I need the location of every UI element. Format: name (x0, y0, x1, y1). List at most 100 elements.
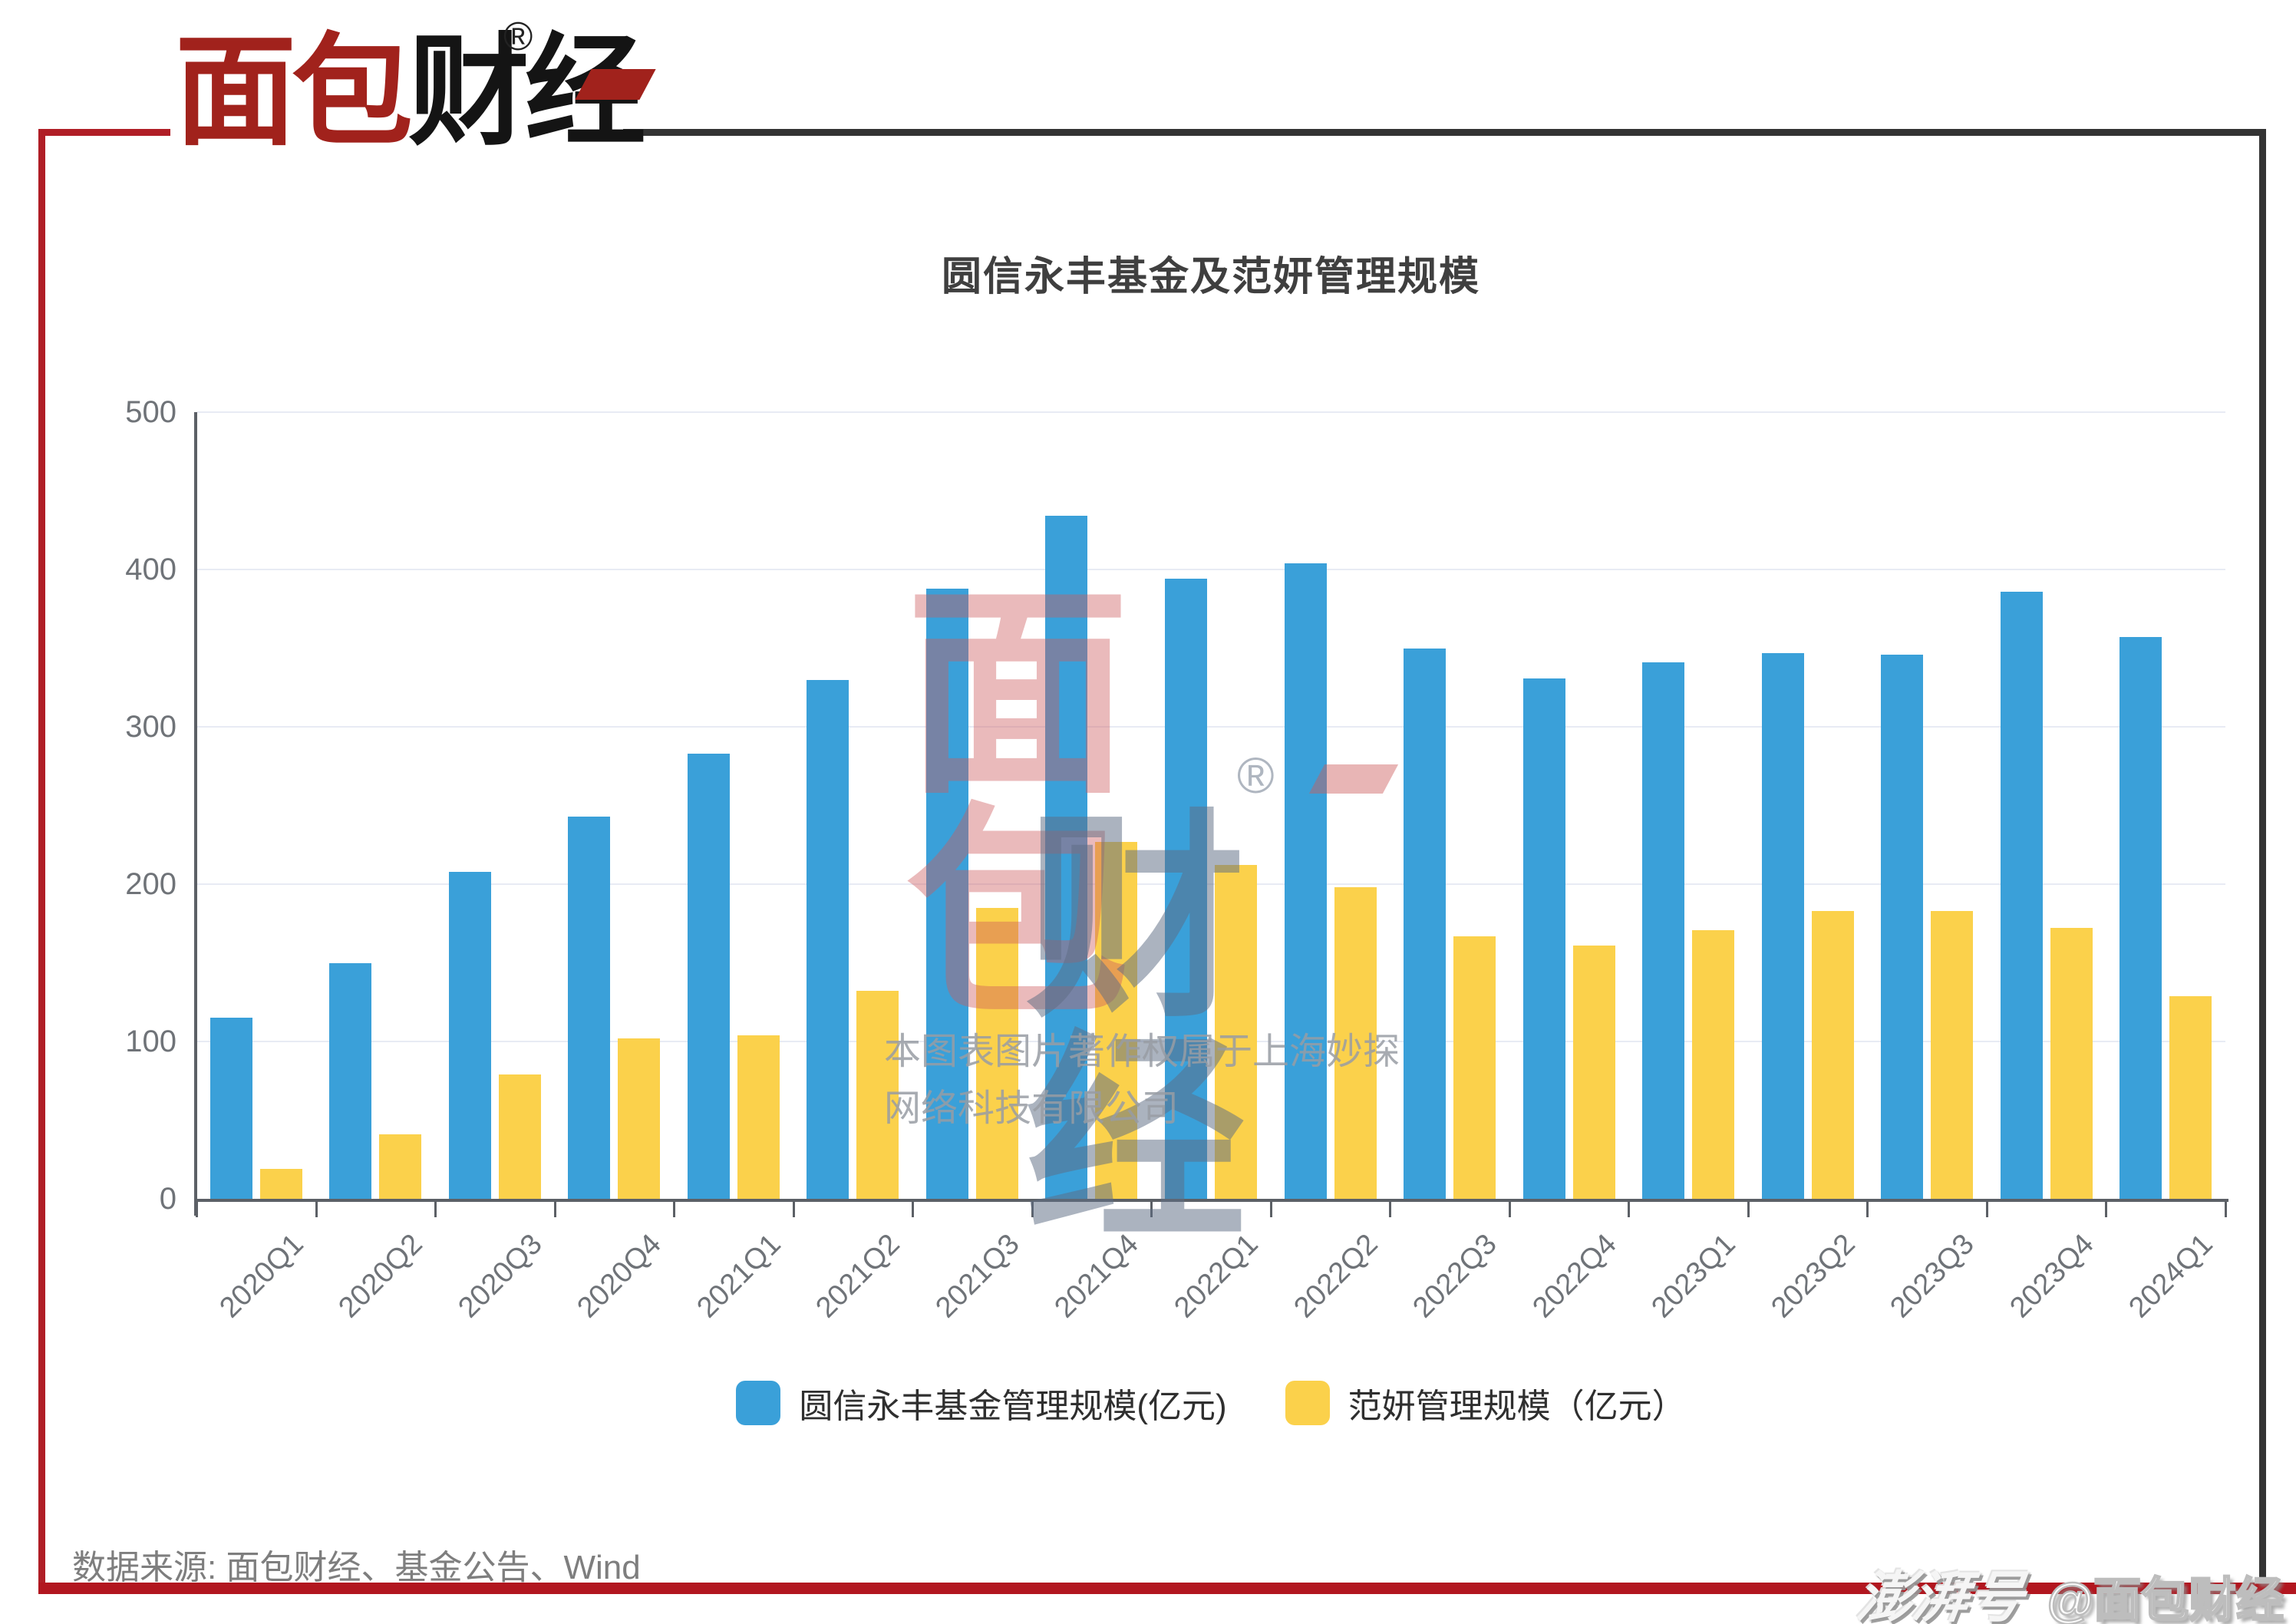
bar-yellow-2023Q3 (1931, 910, 1974, 1199)
frame-line-top-left-red (38, 129, 170, 136)
legend-label-fanyan: 范妍管理规模（亿元） (1348, 1388, 1686, 1425)
bar-blue-2024Q1 (2120, 637, 2162, 1199)
bar-group-2021Q1 (674, 412, 793, 1199)
bar-blue-2022Q3 (1404, 648, 1447, 1199)
x-axis-tick (1508, 1202, 1511, 1217)
registered-trademark-icon: ® (503, 15, 533, 59)
bar-blue-2022Q4 (1522, 678, 1565, 1199)
source-note: 数据来源: 面包财经、基金公告、Wind (72, 1549, 641, 1586)
legend: 圆信永丰基金管理规模(亿元) 范妍管理规模（亿元） (196, 1378, 2225, 1428)
bar-group-2023Q1 (1628, 412, 1748, 1199)
bar-yellow-2022Q4 (1572, 946, 1615, 1199)
x-axis-tick (1389, 1202, 1392, 1217)
bar-yellow-2020Q3 (498, 1074, 541, 1199)
y-axis-label: 0 (159, 1182, 176, 1216)
bar-blue-2021Q1 (687, 753, 730, 1199)
legend-swatch-fund-blue (736, 1381, 781, 1425)
y-axis-label: 300 (125, 710, 176, 744)
bar-group-2023Q2 (1748, 412, 1868, 1199)
bar-group-2020Q3 (435, 412, 555, 1199)
bar-group-2023Q4 (1987, 412, 2106, 1199)
bar-yellow-2023Q4 (2050, 928, 2093, 1199)
bar-yellow-2023Q1 (1692, 929, 1735, 1199)
y-axis-line (194, 412, 197, 1216)
bar-blue-2020Q2 (329, 962, 372, 1199)
y-axis-label: 200 (125, 867, 176, 901)
y-axis-label: 400 (125, 553, 176, 586)
x-axis-tick (2225, 1202, 2227, 1217)
legend-swatch-fanyan-yellow (1285, 1381, 1330, 1425)
gridline-200 (197, 883, 2225, 885)
x-axis-tick (1269, 1202, 1272, 1217)
bar-yellow-2021Q4 (1095, 841, 1138, 1199)
bar-blue-2023Q3 (1881, 654, 1924, 1199)
y-axis-label: 100 (125, 1025, 176, 1058)
y-axis-label: 500 (125, 395, 176, 429)
x-axis-tick (1985, 1202, 1988, 1217)
bar-blue-2020Q1 (209, 1018, 252, 1199)
bar-group-2021Q4 (1032, 412, 1152, 1199)
pengpai-logo: 澎湃号 (1852, 1567, 2028, 1624)
legend-item-fanyan: 范妍管理规模（亿元） (1285, 1378, 1686, 1428)
bar-yellow-2020Q1 (259, 1169, 302, 1199)
bar-yellow-2022Q2 (1334, 887, 1377, 1199)
bar-blue-2020Q4 (568, 816, 611, 1199)
bar-yellow-2021Q3 (975, 907, 1018, 1199)
brand-logo: 面包财经 ® (175, 17, 656, 175)
bar-group-2020Q4 (555, 412, 675, 1199)
legend-label-fund: 圆信永丰基金管理规模(亿元) (799, 1388, 1227, 1425)
bar-blue-2021Q3 (925, 588, 968, 1199)
bar-group-2022Q1 (1151, 412, 1271, 1199)
x-axis-line (194, 1199, 2228, 1202)
pengpai-badge: 澎湃号 @面包财经 (1853, 1552, 2284, 1624)
gridline-100 (197, 1041, 2225, 1042)
bar-group-2021Q3 (912, 412, 1032, 1199)
frame-line-left-red (38, 129, 45, 1589)
bar-yellow-2020Q2 (379, 1134, 422, 1199)
gridline-400 (197, 569, 2225, 570)
x-axis-tick (434, 1202, 437, 1217)
bar-group-2022Q3 (1390, 412, 1509, 1199)
bar-yellow-2021Q2 (856, 991, 899, 1199)
account-handle: @面包财经 (2046, 1573, 2284, 1624)
bar-yellow-2020Q4 (618, 1038, 661, 1199)
bar-blue-2023Q2 (1761, 652, 1804, 1199)
legend-item-fund: 圆信永丰基金管理规模(亿元) (736, 1378, 1227, 1428)
bar-group-2022Q4 (1509, 412, 1629, 1199)
bar-blue-2022Q2 (1284, 563, 1327, 1199)
bar-blue-2021Q2 (807, 679, 849, 1199)
x-axis-tick (792, 1202, 795, 1217)
bar-yellow-2024Q1 (2169, 995, 2212, 1199)
x-axis-tick (1150, 1202, 1153, 1217)
bar-blue-2023Q1 (1642, 662, 1685, 1199)
bar-group-2024Q1 (2106, 412, 2225, 1199)
gridline-500 (197, 411, 2225, 413)
bar-group-2020Q1 (196, 412, 316, 1199)
bar-blue-2021Q4 (1045, 516, 1088, 1199)
bar-yellow-2021Q1 (737, 1035, 780, 1199)
bar-group-2020Q2 (316, 412, 436, 1199)
x-axis-tick (315, 1202, 318, 1217)
x-axis-tick (1866, 1202, 1869, 1217)
x-axis-tick (912, 1202, 915, 1217)
x-axis-tick (2105, 1202, 2108, 1217)
bar-group-2023Q3 (1867, 412, 1987, 1199)
bar-yellow-2023Q2 (1811, 910, 1854, 1199)
x-axis-tick (1628, 1202, 1631, 1217)
x-axis-tick (553, 1202, 556, 1217)
bottom-red-bar (38, 1583, 2296, 1594)
x-axis-tick (673, 1202, 676, 1217)
bar-blue-2020Q3 (448, 871, 491, 1199)
bar-blue-2023Q4 (2000, 591, 2043, 1199)
x-axis-tick (196, 1202, 198, 1217)
gridline-300 (197, 726, 2225, 728)
bar-group-2022Q2 (1271, 412, 1390, 1199)
brand-logo-red-text: 面包 (175, 25, 413, 160)
bar-yellow-2022Q1 (1214, 865, 1257, 1199)
bar-yellow-2022Q3 (1453, 936, 1496, 1199)
frame-line-top-right-dark (623, 129, 2265, 136)
bar-blue-2022Q1 (1164, 579, 1207, 1199)
chart-title: 圆信永丰基金及范妍管理规模 (941, 255, 1480, 299)
bar-group-2021Q2 (793, 412, 913, 1199)
